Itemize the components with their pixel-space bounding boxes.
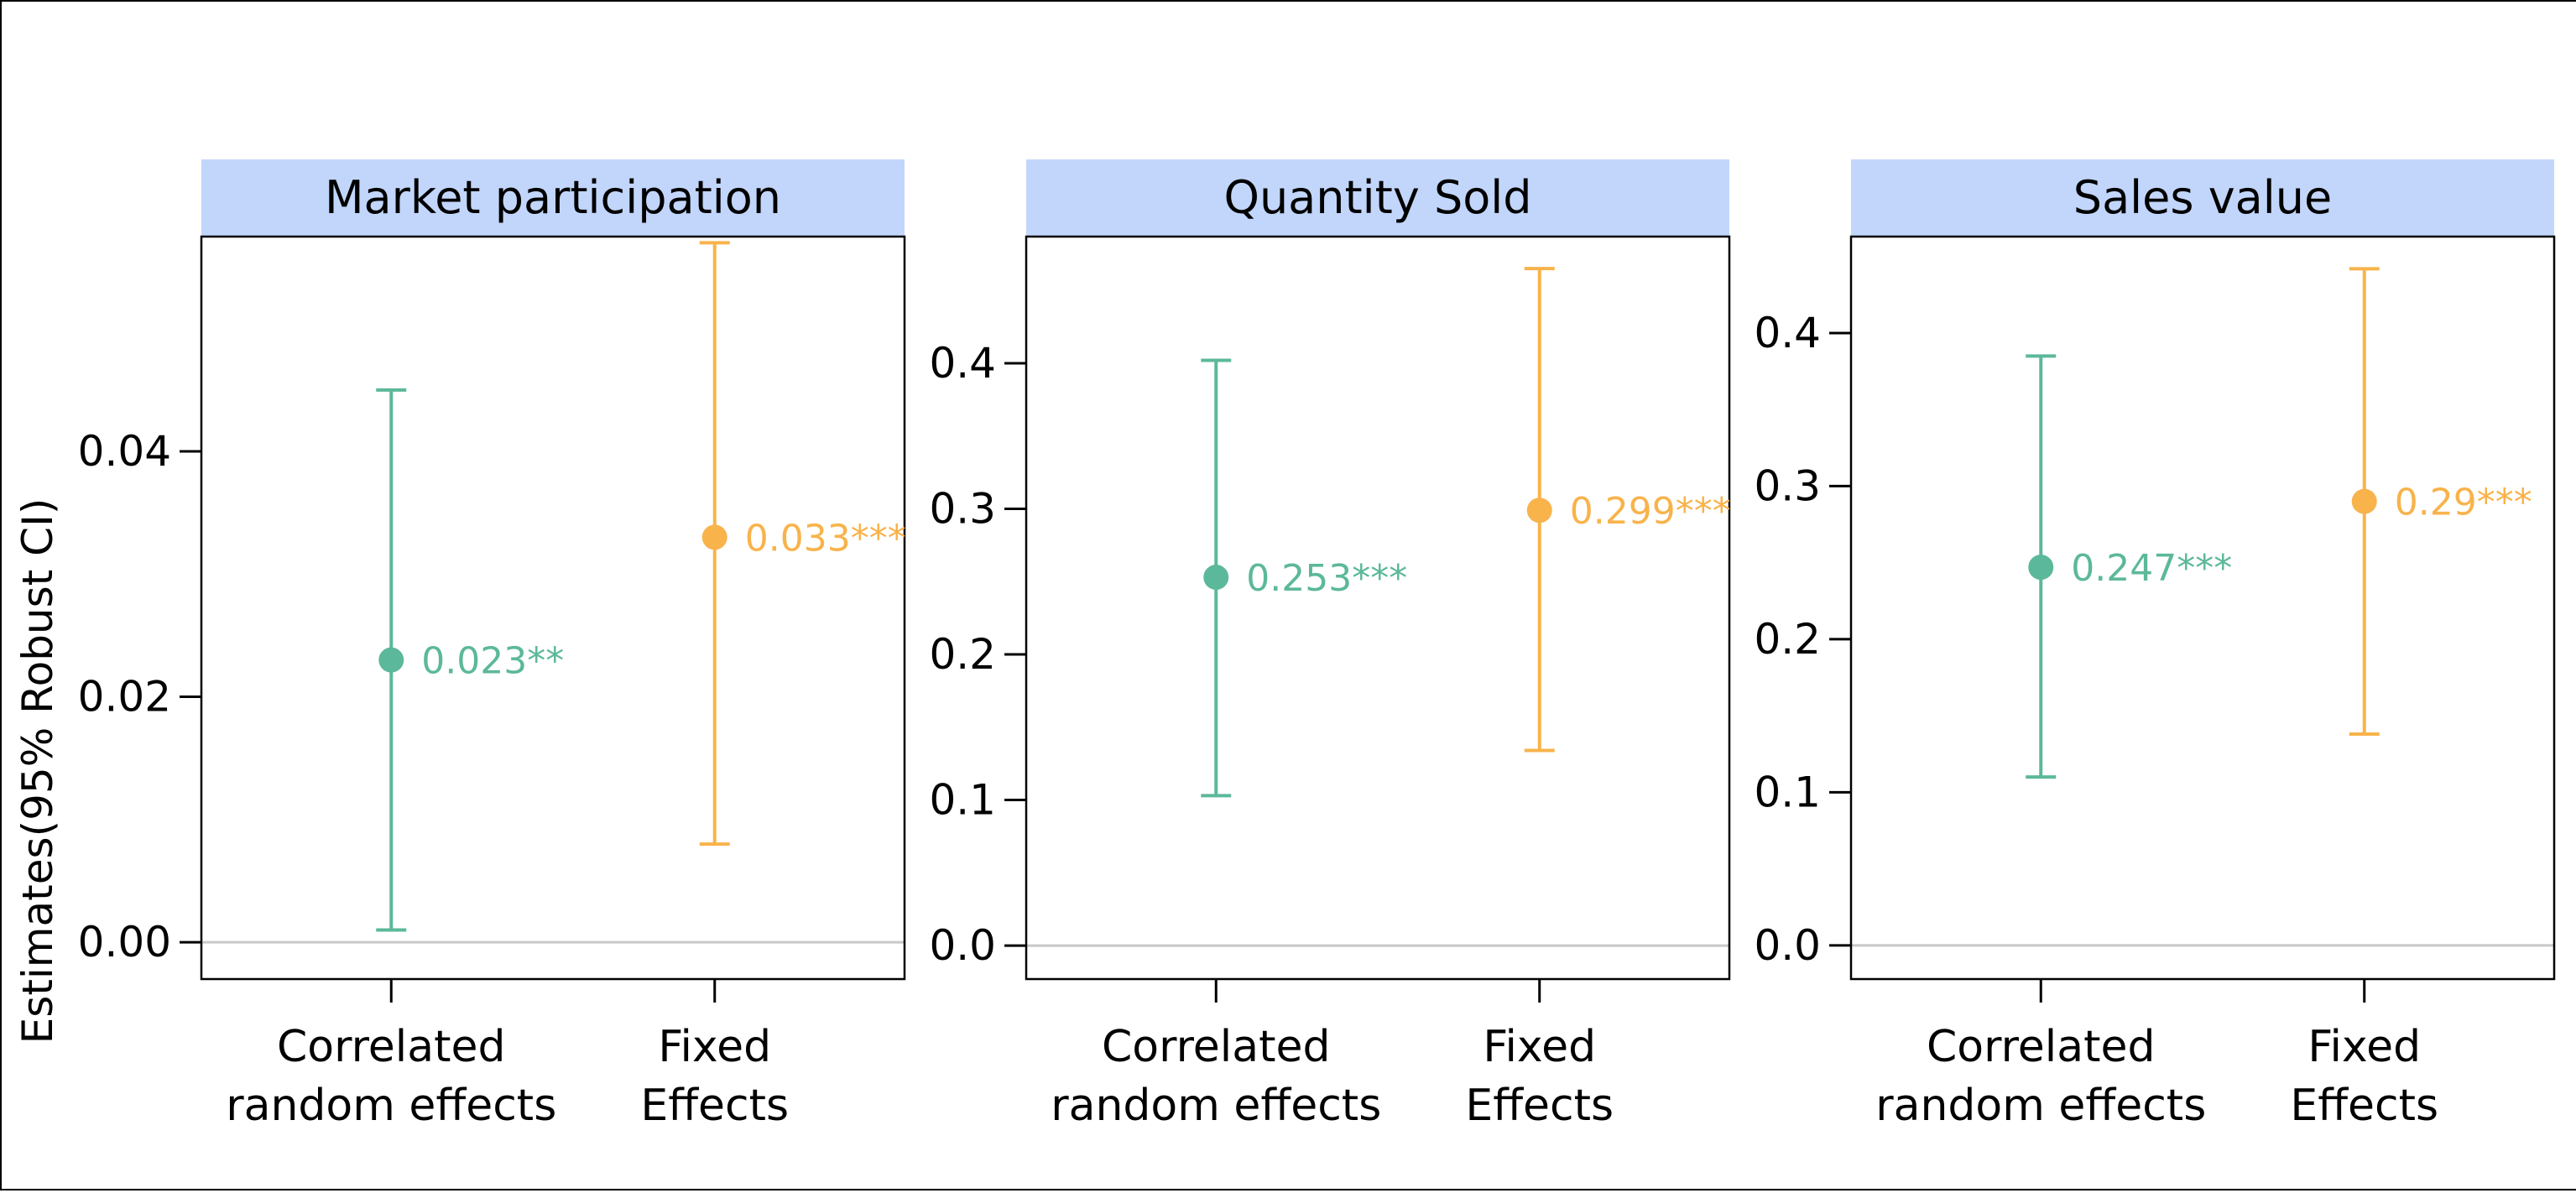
estimate-label: 0.033***	[745, 517, 906, 560]
estimate-label: 0.023**	[421, 640, 564, 683]
x-tick-label-line: Correlated	[1927, 1022, 2156, 1072]
panel-strip	[201, 159, 905, 237]
x-tick-label: Correlated random effects	[1875, 1022, 2206, 1131]
plot-frame	[200, 235, 906, 981]
x-tick-label-line: random effects	[1051, 1081, 1381, 1131]
estimate-label: 0.253***	[1246, 557, 1407, 600]
plot-frame	[1849, 235, 2556, 981]
y-tick-label: 0.1	[1754, 768, 1821, 816]
panel-strip	[1026, 159, 1729, 237]
estimate-point	[2028, 555, 2054, 581]
x-tick-label-line: Fixed	[2307, 1022, 2421, 1072]
estimate-point	[378, 647, 404, 673]
panel-strip	[1851, 159, 2554, 237]
x-tick-label: Correlated random effects	[1051, 1022, 1381, 1131]
y-tick-label: 0.1	[929, 776, 996, 825]
panel-2: Quantity Sold 0.0 0.1 0.2 0.3 0.4 Correlated ra…	[929, 159, 1731, 1131]
x-tick-label: Fixed Effects	[1465, 1022, 1614, 1131]
y-tick-label: 0.3	[929, 485, 996, 534]
panel-title: Quantity Sold	[1223, 171, 1531, 224]
panel-1: Market participation 0.00 0.02 0.04 Correlat…	[78, 159, 906, 1131]
y-tick-label: 0.2	[1754, 615, 1821, 664]
x-tick-label-line: Correlated	[277, 1022, 506, 1072]
estimate-point	[2351, 488, 2377, 514]
estimate-point	[1526, 498, 1552, 524]
estimate-point	[701, 524, 727, 550]
y-tick-label: 0.4	[1754, 309, 1821, 357]
estimate-point	[1203, 565, 1229, 591]
y-tick-label: 0.00	[78, 918, 171, 966]
panel-3: Sales value 0.0 0.1 0.2 0.3 0.4 Correlated rand…	[1754, 159, 2556, 1131]
y-tick-label: 0.04	[78, 427, 171, 476]
x-tick-label-line: Effects	[640, 1081, 789, 1131]
y-tick-label: 0.0	[929, 921, 996, 970]
y-tick-label: 0.4	[929, 339, 996, 388]
panel-title: Market participation	[325, 171, 781, 224]
x-tick-label: Fixed Effects	[2290, 1022, 2438, 1131]
x-tick-label-line: Correlated	[1102, 1022, 1331, 1072]
x-tick-label-line: random effects	[1875, 1081, 2206, 1131]
panel-title: Sales value	[2073, 171, 2332, 224]
plot-frame	[1025, 235, 1731, 981]
y-tick-label: 0.02	[78, 673, 171, 722]
y-tick-label: 0.2	[929, 630, 996, 679]
x-tick-label-line: Fixed	[1483, 1022, 1596, 1072]
y-tick-label: 0.3	[1754, 461, 1821, 510]
estimate-label: 0.299***	[1570, 490, 1731, 533]
x-tick-label-line: Effects	[2290, 1081, 2438, 1131]
x-tick-label-line: Fixed	[658, 1022, 771, 1072]
estimate-label: 0.247***	[2071, 547, 2232, 590]
y-axis-label: Estimates(95% Robust CI)	[13, 498, 62, 1045]
x-tick-label: Fixed Effects	[640, 1022, 789, 1131]
x-tick-label: Correlated random effects	[226, 1022, 556, 1131]
x-tick-label-line: random effects	[226, 1081, 556, 1131]
estimate-label: 0.29***	[2395, 482, 2532, 524]
x-tick-label-line: Effects	[1465, 1081, 1614, 1131]
y-tick-label: 0.0	[1754, 921, 1821, 970]
